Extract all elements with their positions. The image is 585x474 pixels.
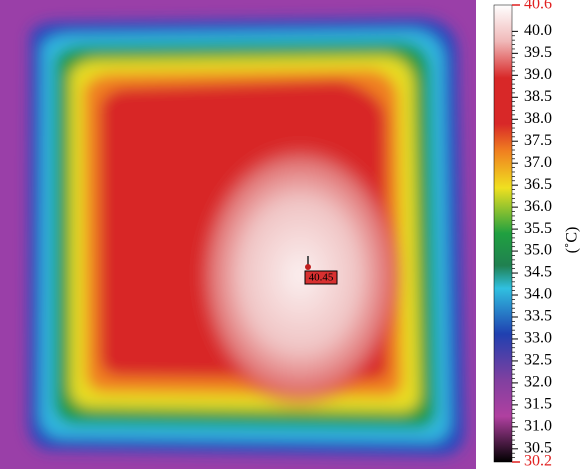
colorbar-tick-label: 39.0 (524, 66, 552, 83)
colorbar-tick-label: 38.5 (524, 88, 552, 105)
colorbar-tick-label: 31.5 (524, 396, 552, 413)
thermal-image (0, 0, 476, 469)
unit-label: (˚C) (564, 227, 581, 254)
colorbar-tick-label: 37.0 (524, 154, 552, 171)
colorbar-tick-label: 32.5 (524, 352, 552, 369)
colorbar-tick-label: 32.0 (524, 374, 552, 391)
page: {"thermal_image": {"spot_label": 40.45},… (0, 0, 585, 474)
colorbar-tick-label: 36.0 (524, 198, 552, 215)
colorbar-tick-label: 33.0 (524, 330, 552, 347)
colorbar-tick-label: 38.0 (524, 110, 552, 127)
colorbar-tick-label: 36.5 (524, 176, 552, 193)
colorbar-tick-label: 37.5 (524, 132, 552, 149)
colorbar-tick-label: 40.0 (524, 22, 552, 39)
spot-label: 40.45 (309, 272, 334, 284)
colorbar-tick-label: 33.5 (524, 308, 552, 325)
colorbar-tick-label: 35.0 (524, 242, 552, 259)
thermal-view: 40.45 (˚C) 40.630.240.039.539.038.538.03… (0, 0, 585, 469)
colorbar-tick-label: 34.5 (524, 264, 552, 281)
thermometer-bulb (305, 264, 311, 270)
colorbar-tick-label: 39.5 (524, 44, 552, 61)
colorbar-tick-label: 35.5 (524, 220, 552, 237)
colorbar-tick-label: 34.0 (524, 286, 552, 303)
colorbar-end-label: 40.6 (524, 0, 552, 13)
colorbar (494, 5, 512, 462)
colorbar-tick-label: 31.0 (524, 418, 552, 435)
colorbar-tick-label: 30.5 (524, 439, 552, 456)
